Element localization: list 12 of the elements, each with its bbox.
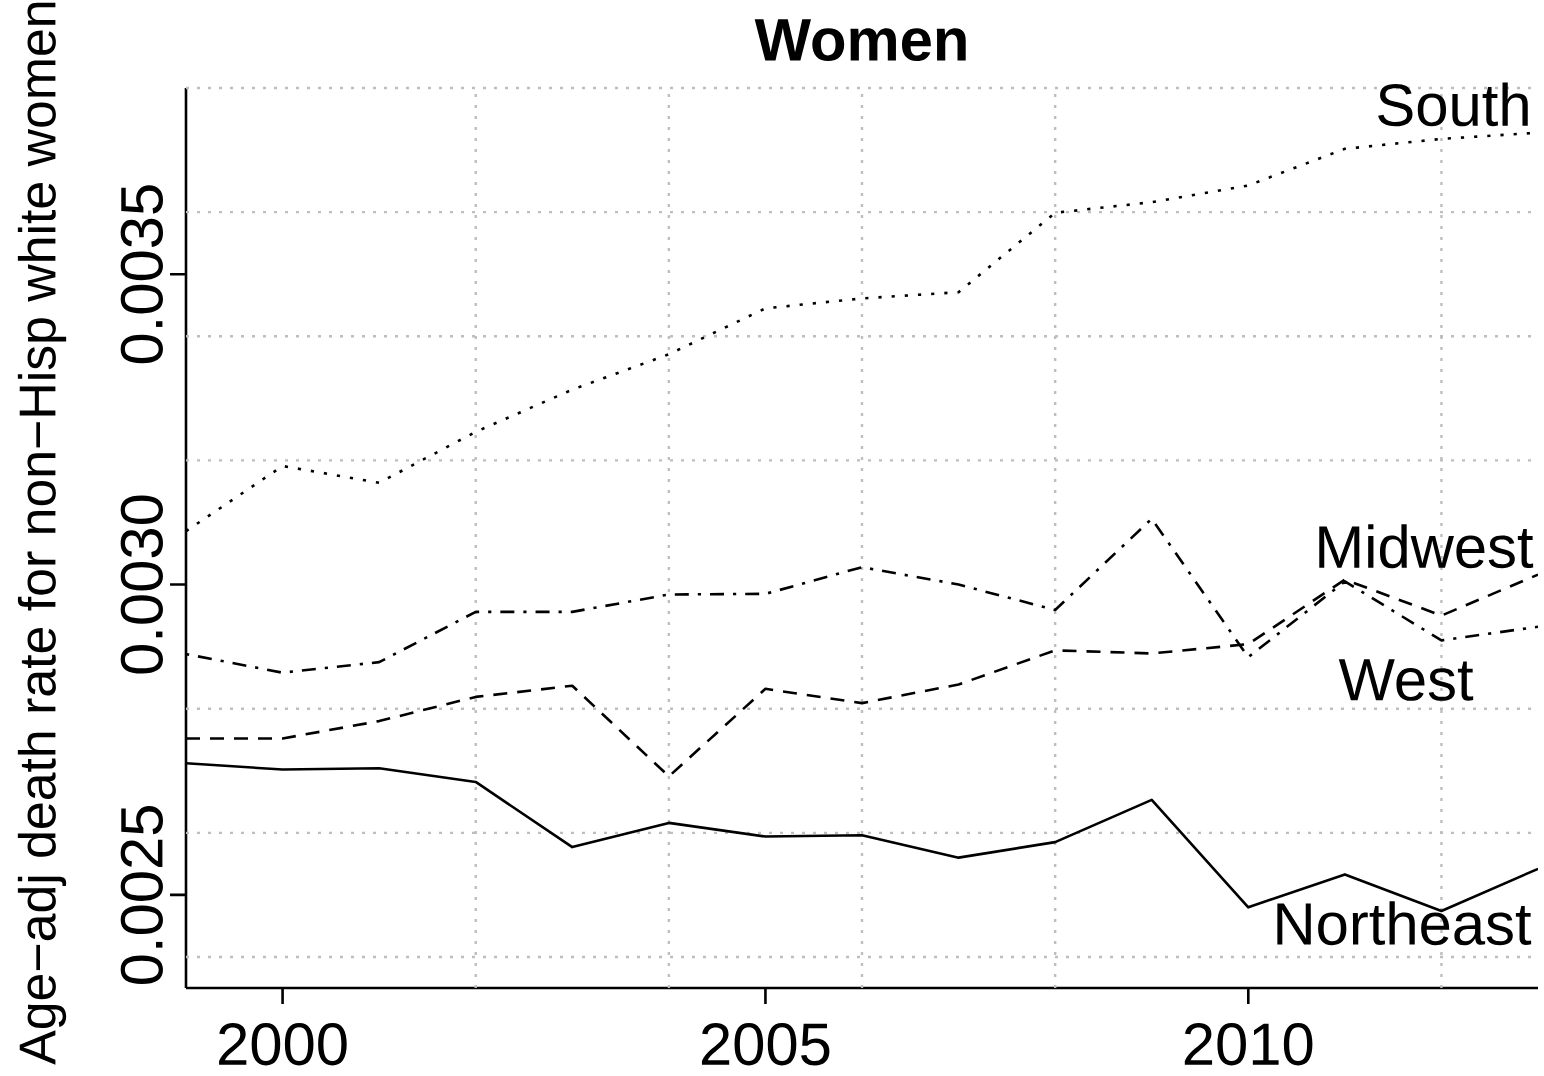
x-tick-label: 2000 [219,1023,347,1066]
series-label: Midwest [1319,524,1534,569]
y-tick-label: 0.0035 [120,185,163,364]
series-label: South [1378,82,1528,127]
x-tick-label: 2005 [701,1023,830,1066]
series-label: West [1338,659,1474,701]
chart-title: Women [754,19,966,61]
y-axis-title: Age−adj death rate for non−Hisp white women [17,2,67,1065]
y-tick-label: 0.0030 [120,495,163,674]
series-label: Northeast [1277,901,1532,946]
x-tick-label: 2010 [1184,1023,1313,1066]
y-tick-label: 0.0025 [120,806,163,984]
